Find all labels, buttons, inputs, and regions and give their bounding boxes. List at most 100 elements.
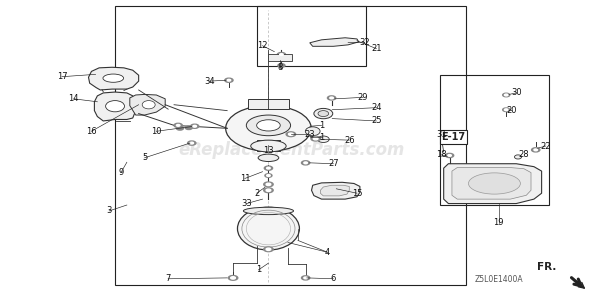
Text: 13: 13 [263,146,274,155]
Text: 1: 1 [256,266,261,274]
Text: 5: 5 [142,153,147,162]
Circle shape [532,148,540,152]
Circle shape [327,96,336,100]
Text: 4: 4 [325,248,330,257]
Polygon shape [130,94,165,115]
Text: 20: 20 [507,106,517,115]
Ellipse shape [314,109,333,119]
Bar [257,140,280,151]
Circle shape [286,132,296,137]
Text: 24: 24 [371,103,382,112]
Text: 6: 6 [330,274,336,283]
Polygon shape [310,38,359,46]
Polygon shape [444,164,542,204]
Circle shape [185,126,192,130]
Text: 21: 21 [371,44,382,53]
Circle shape [193,125,196,127]
Circle shape [289,133,293,135]
Text: 25: 25 [371,117,382,125]
Circle shape [301,276,310,280]
Text: 31: 31 [436,130,447,139]
Circle shape [225,78,233,82]
Text: 27: 27 [328,159,339,168]
Text: 29: 29 [358,93,368,102]
Circle shape [445,153,454,158]
Ellipse shape [468,173,520,194]
Circle shape [504,109,508,111]
Circle shape [278,64,285,67]
Text: 3: 3 [106,206,112,215]
Ellipse shape [237,207,299,250]
Text: 7: 7 [165,274,171,283]
Circle shape [443,133,450,137]
Text: FR.: FR. [537,262,556,272]
Ellipse shape [257,120,280,131]
Circle shape [264,182,273,187]
Text: 10: 10 [151,127,162,136]
Text: 15: 15 [352,189,362,198]
Text: 1: 1 [319,133,324,142]
Ellipse shape [258,154,278,162]
Text: 12: 12 [257,41,268,50]
Circle shape [311,136,320,141]
Text: 28: 28 [519,150,529,159]
Circle shape [301,161,310,165]
Polygon shape [88,67,139,90]
Circle shape [228,276,238,280]
Polygon shape [312,182,360,199]
Circle shape [504,94,508,96]
Ellipse shape [247,115,290,136]
Circle shape [174,123,182,127]
Circle shape [227,79,231,81]
Bar [268,54,292,61]
Circle shape [503,93,510,97]
Bar [440,75,549,205]
Circle shape [191,124,199,128]
Circle shape [534,149,537,151]
Text: 2: 2 [254,189,259,198]
Text: 16: 16 [86,127,97,136]
Circle shape [266,183,271,186]
Circle shape [266,248,271,250]
Bar [115,6,466,285]
Ellipse shape [251,140,286,152]
Circle shape [176,124,180,126]
Ellipse shape [103,74,124,82]
Circle shape [231,277,235,279]
Text: E-17: E-17 [441,132,466,142]
Text: 11: 11 [240,174,250,183]
Ellipse shape [318,111,329,117]
Circle shape [190,142,194,144]
Circle shape [304,162,307,164]
Circle shape [503,108,510,112]
Circle shape [280,54,283,55]
Circle shape [278,58,285,61]
Circle shape [267,167,270,169]
Text: 1: 1 [319,121,324,130]
Circle shape [266,189,271,191]
Circle shape [277,53,286,57]
Text: 9: 9 [119,168,123,177]
Circle shape [304,277,307,279]
Circle shape [265,174,272,177]
Text: 30: 30 [511,88,522,97]
Polygon shape [452,168,531,199]
Text: 26: 26 [344,136,355,145]
Ellipse shape [243,207,293,215]
Ellipse shape [142,101,155,109]
Ellipse shape [106,101,124,112]
Circle shape [267,175,270,176]
Text: 14: 14 [68,94,79,103]
Text: 19: 19 [493,218,504,227]
Polygon shape [320,185,349,196]
Ellipse shape [225,106,312,151]
Ellipse shape [317,136,329,142]
Text: 22: 22 [540,142,551,150]
Bar [257,6,366,66]
Text: 34: 34 [204,77,215,86]
Ellipse shape [514,155,522,159]
Circle shape [448,155,451,156]
Text: 33: 33 [241,199,252,208]
Text: 32: 32 [359,38,370,47]
Polygon shape [94,92,136,121]
